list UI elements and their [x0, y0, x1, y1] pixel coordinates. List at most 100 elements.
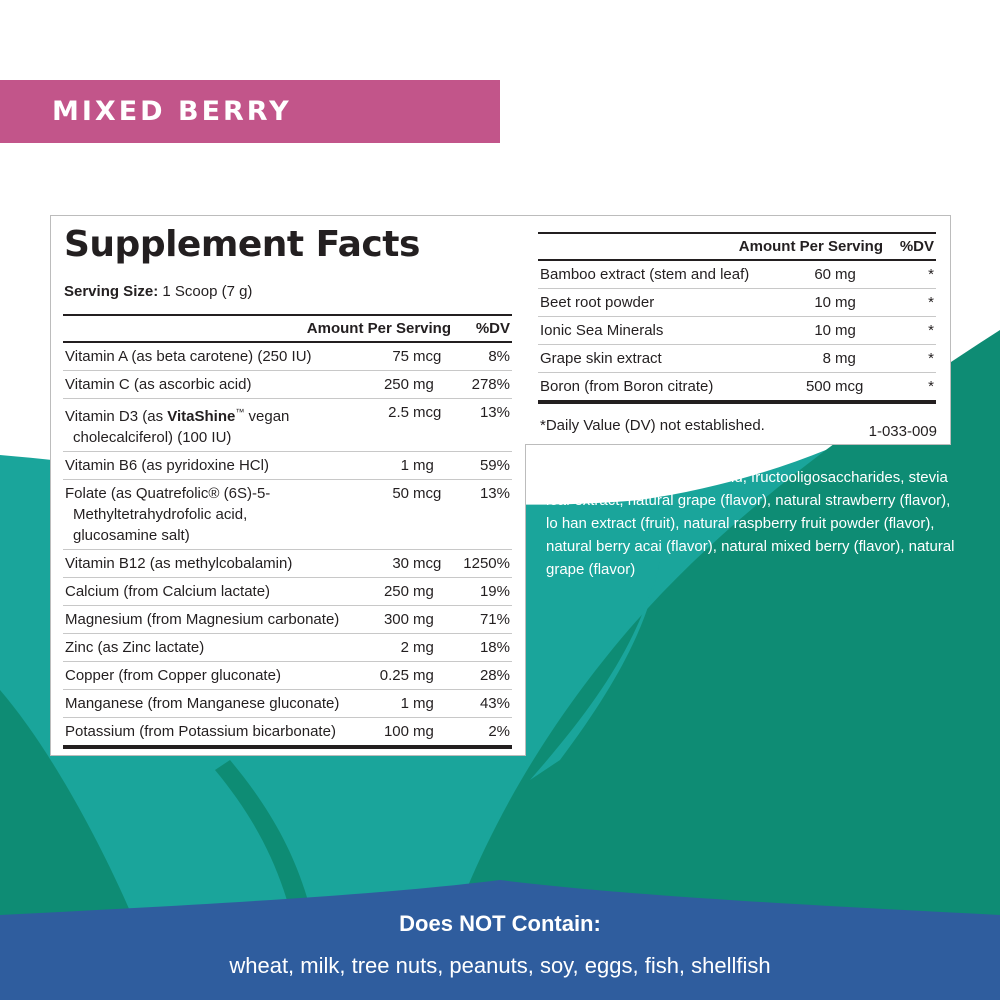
nutrient-amount: 300: [363, 605, 411, 634]
nutrient-name-line1: Folate (as Quatrefolic® (6S)-5-: [65, 485, 271, 502]
serving-size: Serving Size: 1 Scoop (7 g): [64, 283, 252, 300]
header-amount: Amount Per Serving: [63, 315, 451, 343]
ingredient-dv: *: [883, 316, 936, 345]
ingredient-unit: mg: [833, 316, 883, 345]
nutrient-name: Manganese (from Manganese gluconate): [63, 689, 363, 718]
nutrient-name: Vitamin B12 (as methylcobalamin): [63, 549, 363, 578]
ingredient-name: Ionic Sea Minerals: [538, 316, 788, 345]
nutrient-name: Zinc (as Zinc lactate): [63, 633, 363, 662]
table-row: Magnesium (from Magnesium carbonate) 300…: [63, 605, 512, 634]
nutrient-amount: 250: [363, 370, 411, 399]
table-row: Vitamin B12 (as methylcobalamin) 30 mcg …: [63, 549, 512, 578]
nutrient-dv: 43%: [451, 689, 512, 718]
nutrient-amount: 2.5: [363, 398, 411, 452]
nutrient-name-line2: Methyltetrahydrofolic acid,: [73, 506, 248, 523]
nutrient-name: Copper (from Copper gluconate): [63, 661, 363, 690]
nutrient-unit: mg: [411, 577, 451, 606]
allergen-list: wheat, milk, tree nuts, peanuts, soy, eg…: [229, 953, 771, 978]
nutrient-unit: mg: [411, 451, 451, 480]
nutrient-unit: mg: [411, 605, 451, 634]
dv-footnote: *Daily Value (DV) not established.: [540, 417, 765, 434]
nutrient-name: Vitamin B6 (as pyridoxine HCl): [63, 451, 363, 480]
ingredient-name: Grape skin extract: [538, 344, 788, 373]
ingredient-name: Bamboo extract (stem and leaf): [540, 266, 750, 283]
nutrient-name-line3: glucosamine salt): [73, 527, 190, 544]
nutrient-dv: 13%: [451, 479, 512, 550]
table-row: Manganese (from Manganese gluconate) 1 m…: [63, 689, 512, 718]
table-header-row: Amount Per Serving %DV: [538, 233, 936, 261]
table-row: Grape skin extract 8 mg *: [538, 344, 936, 373]
allergen-title: Does NOT Contain:: [399, 911, 601, 936]
nutrient-unit: mg: [411, 717, 451, 747]
nutrient-name-line2: cholecalciferol) (100 IU): [73, 429, 232, 446]
table-row: Vitamin D3 (as VitaShine™ vegan cholecal…: [63, 398, 512, 452]
nutrient-amount: 1: [363, 689, 411, 718]
nutrient-dv: 71%: [451, 605, 512, 634]
nutrient-unit: mcg: [411, 479, 451, 550]
table-row: Ionic Sea Minerals 10 mg *: [538, 316, 936, 345]
nutrient-dv: 278%: [451, 370, 512, 399]
nutrient-name: Calcium (from Calcium lactate): [63, 577, 363, 606]
nutrient-unit: mcg: [411, 549, 451, 578]
other-ingredients-text: citric acid, fructooligosaccharides, ste…: [546, 469, 955, 578]
table-row: Potassium (from Potassium bicarbonate) 1…: [63, 717, 512, 747]
brand-name: VitaShine: [167, 408, 236, 425]
ingredient-unit: mcg: [833, 372, 883, 402]
table-row: Zinc (as Zinc lactate) 2 mg 18%: [63, 633, 512, 662]
nutrient-dv: 19%: [451, 577, 512, 606]
ingredient-dv: *: [883, 344, 936, 373]
nutrient-amount: 0.25: [363, 661, 411, 690]
nutrient-name: Vitamin C (as ascorbic acid): [63, 370, 363, 399]
trademark-symbol: ™: [235, 407, 245, 417]
nutrient-unit: mg: [411, 661, 451, 690]
supplement-facts-panel: Supplement Facts Serving Size: 1 Scoop (…: [50, 215, 526, 756]
nutrient-name-part: vegan: [244, 408, 290, 425]
facts-table: Amount Per Serving %DV Vitamin A (as bet…: [63, 314, 512, 749]
header-amount: Amount Per Serving: [538, 233, 883, 261]
other-ingredients: Other Ingredients: citric acid, fructool…: [546, 466, 956, 581]
table-row: Vitamin B6 (as pyridoxine HCl) 1 mg 59%: [63, 451, 512, 480]
ingredient-dv: *: [928, 266, 934, 283]
nutrient-unit: mg: [411, 689, 451, 718]
ingredient-unit: mg: [835, 266, 856, 283]
ingredient-dv: *: [883, 372, 936, 402]
ingredient-unit: mg: [833, 344, 883, 373]
table-row: Bamboo extract (stem and leaf) 60 mg *: [538, 260, 936, 289]
ingredient-amount: 60: [814, 266, 831, 283]
nutrient-name: Folate (as Quatrefolic® (6S)-5- Methylte…: [63, 479, 363, 550]
other-ingredients-label: Other Ingredients:: [546, 469, 677, 486]
nutrient-name: Vitamin A (as beta carotene) (250 IU): [65, 348, 312, 365]
table-row: Copper (from Copper gluconate) 0.25 mg 2…: [63, 661, 512, 690]
nutrient-amount: 50: [363, 479, 411, 550]
table-row: Boron (from Boron citrate) 500 mcg *: [538, 372, 936, 402]
product-code: 1-033-009: [868, 423, 937, 440]
facts-table-continued: Amount Per Serving %DV Bamboo extract (s…: [538, 232, 936, 404]
nutrient-amount: 75: [392, 348, 409, 365]
nutrient-unit: mcg: [413, 348, 442, 365]
flavor-label: MIXED BERRY: [52, 96, 292, 127]
nutrient-unit: mg: [411, 370, 451, 399]
serving-size-label: Serving Size:: [64, 283, 159, 300]
ingredient-dv: *: [883, 288, 936, 317]
nutrient-dv: 1250%: [451, 549, 512, 578]
nutrient-name: Magnesium (from Magnesium carbonate): [63, 605, 363, 634]
table-header-row: Amount Per Serving %DV: [63, 315, 512, 343]
nutrient-amount: 250: [363, 577, 411, 606]
nutrient-amount: 30: [363, 549, 411, 578]
nutrient-dv: 28%: [451, 661, 512, 690]
facts-title: Supplement Facts: [64, 224, 420, 265]
nutrient-name: Vitamin D3 (as VitaShine™ vegan cholecal…: [63, 398, 363, 452]
ingredient-amount: 8: [788, 344, 833, 373]
nutrient-dv: 59%: [451, 451, 512, 480]
header-dv: %DV: [451, 315, 512, 343]
nutrient-name-part: Vitamin D3 (as: [65, 408, 168, 425]
nutrient-amount: 100: [363, 717, 411, 747]
table-row: Calcium (from Calcium lactate) 250 mg 19…: [63, 577, 512, 606]
header-dv: %DV: [883, 233, 936, 261]
nutrient-unit: mcg: [411, 398, 451, 452]
table-row: Beet root powder 10 mg *: [538, 288, 936, 317]
nutrient-dv: 18%: [451, 633, 512, 662]
ingredient-amount: 10: [788, 316, 833, 345]
nutrient-dv: 13%: [451, 398, 512, 452]
ingredient-amount: 10: [788, 288, 833, 317]
